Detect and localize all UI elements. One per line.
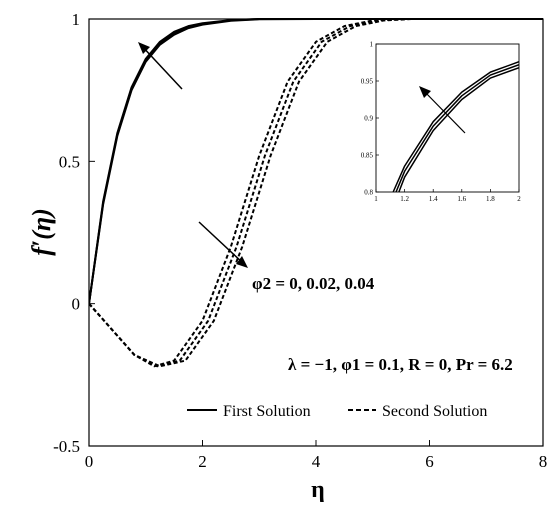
y-axis-label: f′(η)	[27, 208, 56, 256]
main-y-tick-label: -0.5	[53, 437, 80, 456]
arrow-phi2-head	[236, 256, 248, 268]
inset-x-tick-label: 2	[517, 195, 521, 203]
inset-y-tick-label: 0.85	[361, 152, 374, 160]
main-series-line-5	[89, 18, 543, 368]
legend-label-first: First Solution	[223, 403, 311, 420]
inset-y-tick-label: 0.8	[364, 189, 373, 197]
inset-y-tick-label: 0.9	[364, 115, 373, 123]
arrow-phi2	[198, 221, 245, 265]
main-x-tick-label: 2	[198, 452, 207, 471]
main-x-tick-label: 4	[312, 452, 321, 471]
inset-plot-frame	[375, 43, 520, 193]
inset-series-line-1	[395, 64, 519, 193]
arrow-first-solution-head	[138, 42, 150, 54]
arrow-inset-head	[419, 86, 431, 98]
main-series-line-2	[89, 18, 543, 304]
main-y-tick-label: 0	[72, 295, 81, 314]
inset-x-tick-label: 1.4	[429, 195, 438, 203]
main-x-tick-label: 8	[539, 452, 548, 471]
inset-plot: 1 1.2 1.4 1.6 1.8 2 0.8 0.85 0.9 0.95 1	[361, 41, 522, 204]
params-annotation: λ = −1, φ1 = 0.1, R = 0, Pr = 6.2	[288, 355, 513, 374]
x-axis-label: η	[311, 477, 325, 503]
inset-x-tick-label: 1	[374, 195, 378, 203]
legend: First Solution Second Solution	[187, 403, 487, 420]
arrows	[138, 42, 466, 268]
legend-label-second: Second Solution	[382, 403, 487, 420]
inset-x-tick-label: 1.2	[400, 195, 409, 203]
inset-y-tick-label: 1	[370, 41, 374, 49]
main-y-tick-label: 0.5	[59, 152, 80, 171]
arrow-inset	[422, 89, 466, 134]
arrow-first-solution	[139, 43, 183, 90]
inset-x-tick-label: 1.8	[486, 195, 495, 203]
main-x-tick-label: 0	[85, 452, 94, 471]
main-y-tick-label: 1	[72, 10, 81, 29]
inset-series-line-0	[392, 61, 519, 193]
main-x-tick-label: 6	[425, 452, 434, 471]
inset-y-tick-label: 0.95	[361, 78, 374, 86]
phi2-annotation: φ2 = 0, 0.02, 0.04	[252, 274, 375, 293]
inset-x-tick-label: 1.6	[457, 195, 466, 203]
